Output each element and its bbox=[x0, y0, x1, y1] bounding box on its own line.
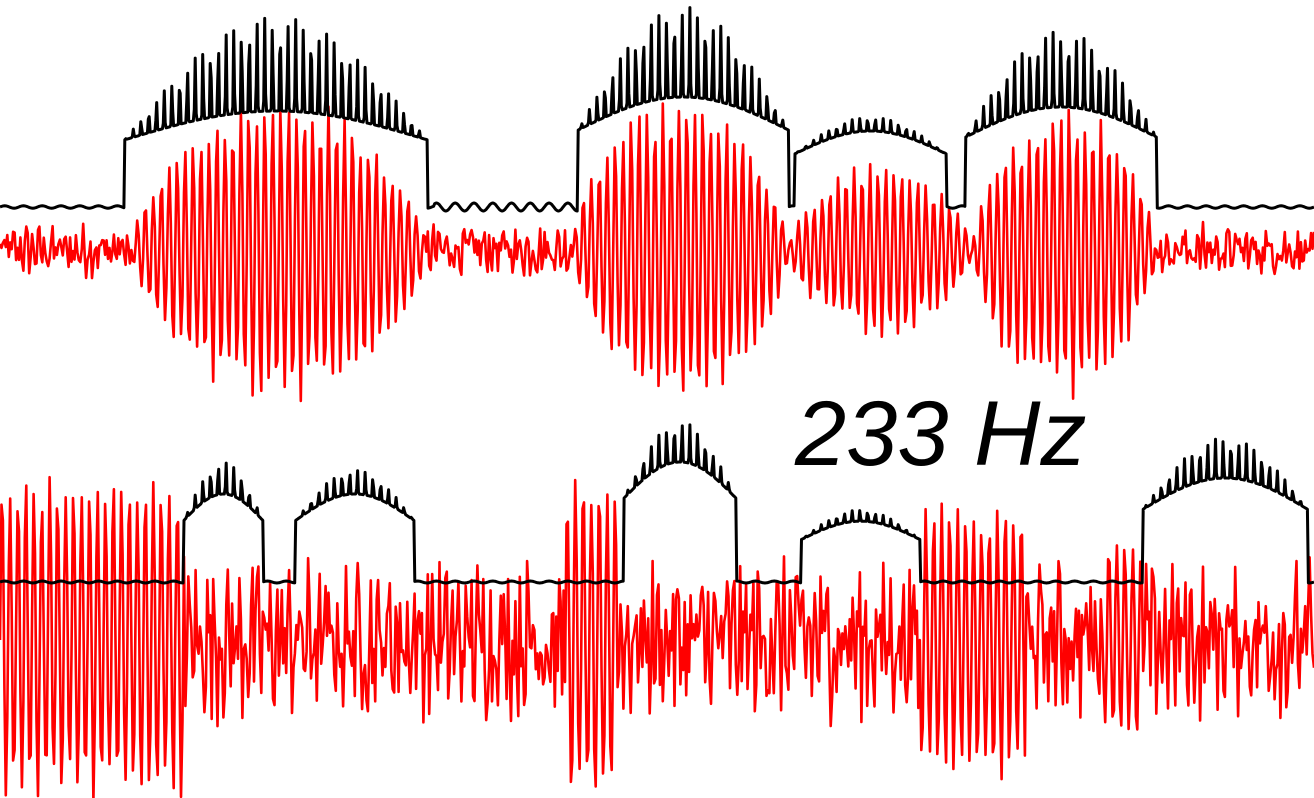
frequency-label: 233 Hz bbox=[795, 383, 1087, 485]
bottom-signal-trace bbox=[0, 475, 1314, 798]
top-envelope-trace bbox=[0, 6, 1314, 213]
top-signal-trace bbox=[0, 102, 1314, 403]
bottom-envelope-trace bbox=[0, 423, 1314, 585]
